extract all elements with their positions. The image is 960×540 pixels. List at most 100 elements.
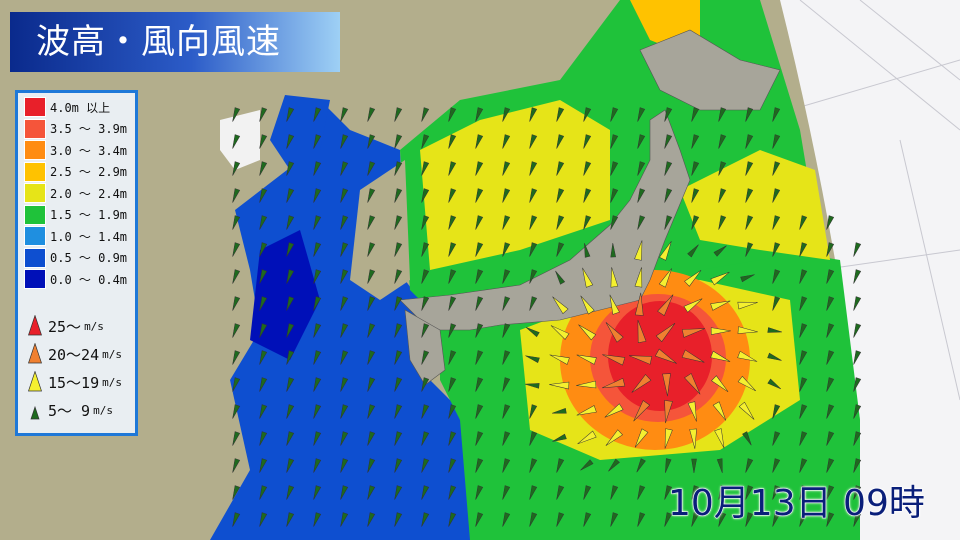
wind-arrow [448,269,457,284]
wind-arrow [313,161,322,176]
wind-arrow [664,485,673,500]
legend-label: 1.0 ～ 1.4m [50,229,128,244]
wind-arrow [448,377,457,392]
wind-arrow [628,355,653,365]
wind-arrow [475,350,484,365]
wind-arrow [799,512,808,527]
wind-arrow [475,377,484,392]
wind-arrow [367,215,376,230]
wind-arrow [367,188,376,203]
wind-arrow [313,377,322,392]
wind-arrow [657,294,674,316]
wind-arrows [232,107,862,527]
wind-arrow [421,431,430,446]
wind-arrow [582,267,594,288]
wind-arrow [259,350,268,365]
wind-arrow [286,323,295,338]
graticule [789,0,960,401]
wind-arrow [578,324,597,341]
legend: 4.0m 以上 3.5 ～ 3.9m 3.0 ～ 3.4m 2.5 ～ 2.9m 2.0… [15,90,138,436]
wind-arrow [340,431,349,446]
wind-arrow [421,161,430,176]
wind-arrow [691,188,700,203]
wind-arrow [232,431,241,446]
legend-wind-label: 25～ [48,317,82,336]
wind-arrow [718,107,727,122]
wind-arrow [286,431,295,446]
wind-arrow [853,269,862,284]
legend-label: 1.5 ～ 1.9m [50,208,128,222]
wind-arrow [556,215,565,230]
wind-arrow [475,296,484,311]
wind-arrow [259,107,268,122]
wind-triangle-icon [28,315,42,336]
wind-arrow [313,107,322,122]
legend-wave-item: 2.5 ～ 2.9m [24,161,127,182]
legend-wave-item: 1.5 ～ 1.9m [24,204,128,225]
wind-arrow [691,458,697,474]
wind-arrow [259,296,268,311]
wind-arrow [394,350,403,365]
wind-arrow [576,405,597,416]
wind-arrow [691,134,700,149]
wind-triangle-icon [30,405,40,420]
wind-arrow [662,373,671,397]
wind-arrow [448,512,457,527]
wind-arrow [552,407,567,414]
wind-arrow [502,242,511,257]
wind-arrow [552,433,567,442]
wind-arrow [745,134,754,149]
wind-arrow [502,404,511,419]
wind-arrow [394,404,403,419]
wind-arrow [683,298,703,313]
wind-arrow [448,350,457,365]
wind-arrow [448,485,457,500]
wind-arrow [550,325,570,340]
wind-arrow [556,458,565,473]
wind-arrow [502,431,511,446]
wind-arrow [421,296,430,311]
wind-arrow [475,242,484,257]
wind-triangle-icon [28,371,42,392]
wind-arrow [259,188,268,203]
legend-wind-label: 20～24 [48,345,100,364]
wind-arrow [745,242,754,257]
wind-arrow [448,242,457,257]
wind-arrow [313,458,322,473]
wind-arrow [664,428,673,449]
wind-triangle-icon [28,343,42,364]
wind-arrow [340,458,349,473]
wind-arrow [286,485,295,500]
wind-arrow [367,296,376,311]
wind-arrow [529,188,538,203]
wind-arrow [604,403,624,418]
wind-arrow [556,242,565,257]
wind-arrow [340,215,349,230]
wind-arrow [232,269,241,284]
wind-arrow [502,188,511,203]
japan-kyushu [404,309,446,386]
wind-arrow [610,512,619,527]
page-title: 波高・風向風速 [10,12,340,72]
wind-arrow [502,323,511,338]
wind-arrow [502,512,511,527]
wind-arrow [608,458,620,472]
wind-arrow [637,188,646,203]
wind-arrow [421,134,430,149]
shandong-peninsula [220,110,260,170]
wind-arrow [367,512,376,527]
wind-arrow [767,352,782,361]
wind-arrow [637,485,646,500]
wind-arrow [583,485,592,500]
wind-arrow [710,271,730,286]
wind-arrow [664,107,673,122]
wind-arrow [853,296,862,311]
wind-arrow [549,354,570,365]
wind-arrow [502,377,511,392]
legend-swatch [24,226,46,246]
wind-arrow [610,485,619,500]
wind-arrow [583,107,592,122]
wind-arrow [340,242,349,257]
legend-label: 0.0 ～ 0.4m [50,272,128,287]
wind-arrow [475,107,484,122]
